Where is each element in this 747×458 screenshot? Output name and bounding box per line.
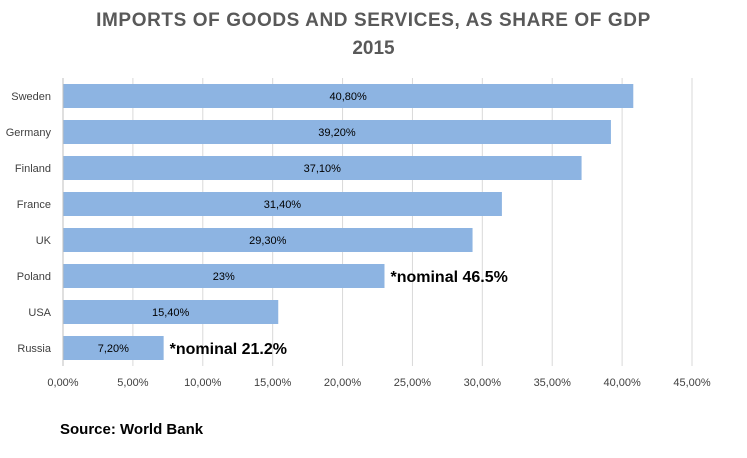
data-label: 7,20% (98, 343, 129, 355)
bar-usa (63, 300, 279, 324)
chart-title: IMPORTS OF GOODS AND SERVICES, AS SHARE … (96, 10, 651, 31)
category-label: Finland (15, 163, 51, 175)
category-label: Germany (6, 127, 52, 139)
category-label: France (17, 199, 51, 211)
data-label: 29,30% (249, 235, 287, 247)
data-label: 39,20% (318, 127, 356, 139)
x-tick-label: 10,00% (184, 377, 222, 389)
x-tick-label: 35,00% (534, 377, 572, 389)
data-label: 31,40% (264, 199, 302, 211)
source-note: Source: World Bank (60, 421, 204, 438)
x-tick-label: 0,00% (47, 377, 78, 389)
annotation-russia: *nominal 21.2% (170, 341, 287, 358)
data-label: 37,10% (304, 163, 342, 175)
category-label: USA (28, 307, 51, 319)
x-tick-label: 45,00% (673, 377, 711, 389)
x-tick-label: 20,00% (324, 377, 362, 389)
bar-poland (63, 264, 385, 288)
x-tick-label: 25,00% (394, 377, 432, 389)
data-label: 23% (213, 271, 235, 283)
bars: 40,80% 39,20% 37,10% 31,40% 29,30% 23% *nomina… (63, 84, 634, 360)
x-tick-label: 30,00% (464, 377, 502, 389)
bar-france (63, 192, 502, 216)
category-label: UK (36, 235, 52, 247)
axes: 0,00% 5,00% 10,00% 15,00% 20,00% 25,00% 30,00%… (6, 78, 711, 389)
bar-russia (63, 336, 164, 360)
annotation-poland: *nominal 46.5% (390, 269, 507, 286)
bar-germany (63, 120, 611, 144)
data-label: 15,40% (152, 307, 190, 319)
category-label: Poland (17, 271, 51, 283)
x-tick-label: 5,00% (117, 377, 148, 389)
bar-finland (63, 156, 582, 180)
category-label: Sweden (11, 91, 51, 103)
category-label: Russia (17, 343, 52, 355)
bar-sweden (63, 84, 634, 108)
x-tick-label: 15,00% (254, 377, 292, 389)
x-tick-label: 40,00% (603, 377, 641, 389)
chart-subtitle: 2015 (352, 38, 395, 59)
data-label: 40,80% (329, 91, 367, 103)
bar-uk (63, 228, 473, 252)
